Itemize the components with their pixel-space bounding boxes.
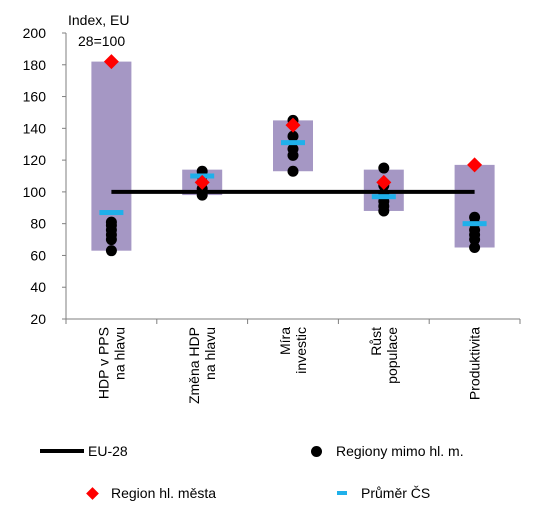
y-axis-title-line-2: 28=100	[78, 33, 125, 49]
x-tick-label: populace	[384, 327, 400, 384]
regiony-mimo-point	[105, 245, 117, 257]
region-hl-mesta-point	[467, 157, 483, 173]
prumer-cs-marker	[281, 140, 305, 146]
y-tick-label: 140	[23, 120, 47, 136]
y-tick-label: 60	[30, 247, 46, 263]
regiony-mimo-point	[287, 165, 299, 177]
regiony-mimo-point	[469, 211, 481, 223]
y-tick-label: 20	[30, 311, 46, 327]
y-axis-title-line-1: Index, EU	[68, 12, 129, 28]
x-tick-label: Růst	[368, 327, 384, 356]
x-tick-label: Míra	[277, 327, 293, 355]
regiony-mimo-point	[287, 143, 299, 155]
regiony-mimo-point	[105, 216, 117, 228]
regiony-mimo-point	[378, 162, 390, 174]
y-tick-label: 40	[30, 279, 46, 295]
x-tick-label: HDP v PPS	[95, 327, 111, 399]
x-tick-label: na hlavu	[111, 327, 127, 380]
y-tick-label: 80	[30, 216, 46, 232]
regiony-mimo-point	[469, 242, 481, 253]
region-hl-mesta-point	[103, 54, 119, 70]
prumer-cs-marker	[99, 210, 124, 216]
y-tick-label: 200	[23, 25, 47, 41]
x-tick-label: na hlavu	[202, 327, 218, 380]
y-tick-label: 120	[23, 152, 47, 168]
region-hl-mesta-point	[376, 174, 392, 190]
regiony-mimo-point	[287, 130, 299, 142]
y-tick-label: 180	[23, 57, 47, 73]
region-hl-mesta-point	[285, 117, 301, 133]
x-tick-label: Změna HDP	[186, 327, 202, 404]
prumer-cs-marker	[371, 194, 396, 200]
x-tick-label: Produktivita	[467, 327, 483, 400]
region-hl-mesta-point	[194, 174, 210, 190]
x-tick-label: investic	[293, 327, 309, 374]
prumer-cs-marker	[462, 221, 487, 227]
y-tick-label: 160	[23, 89, 47, 105]
y-tick-label: 100	[23, 184, 47, 200]
